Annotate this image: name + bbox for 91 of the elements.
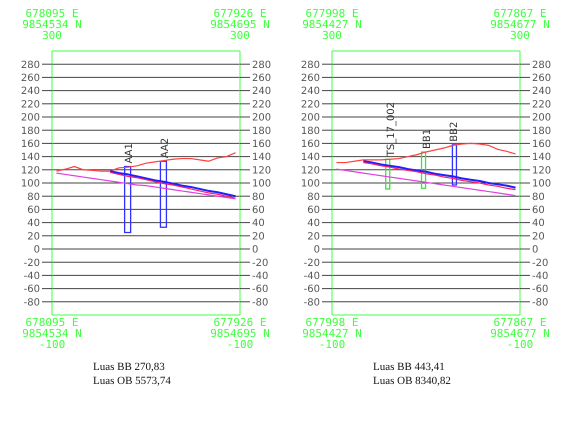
y-tick-label: 200 — [20, 112, 40, 124]
y-tick-label: 160 — [20, 138, 40, 150]
y-tick-label: -20 — [24, 258, 40, 269]
text: 677867 E 9854677 N 300 — [489, 7, 551, 42]
y2-tick-label: 40 — [252, 218, 265, 230]
y-tick-label: 40 — [27, 218, 40, 230]
text: 677926 E 9854695 N 300 — [209, 7, 271, 42]
y2-tick-label: 220 — [532, 99, 552, 110]
text: 678095 E 9854534 N 300 — [21, 7, 83, 42]
y-tick-label: -80 — [304, 297, 320, 308]
y2-tick-label: 160 — [532, 138, 552, 150]
y2-tick-label: 200 — [252, 112, 272, 124]
annotation: BB2 — [448, 122, 460, 142]
y2-tick-label: 240 — [252, 86, 272, 98]
y2-tick-label: -80 — [252, 297, 268, 308]
annotation: AA1 — [124, 143, 136, 164]
y2-tick-label: 60 — [532, 204, 545, 216]
text: Luas BB 270,83 Luas OB 5573,74 — [93, 360, 171, 388]
y2-tick-label: 220 — [252, 99, 272, 110]
y2-tick-label: 0 — [532, 244, 538, 256]
text: 677998 E 9854427 N 300 — [301, 7, 363, 42]
y2-tick-label: 20 — [252, 231, 265, 242]
y2-tick-label: 80 — [252, 192, 265, 203]
y-tick-label: 240 — [300, 86, 320, 98]
y2-tick-label: 160 — [252, 138, 272, 150]
y-tick-label: 180 — [20, 126, 40, 137]
y-tick-label: -80 — [24, 297, 40, 308]
y2-tick-label: 140 — [532, 152, 552, 164]
y-tick-label: 140 — [20, 152, 40, 164]
y2-tick-label: 120 — [252, 165, 272, 176]
y-tick-label: 0 — [314, 244, 320, 256]
y2-tick-label: 80 — [532, 192, 545, 203]
y-tick-label: 220 — [300, 99, 320, 110]
y2-tick-label: -80 — [532, 297, 548, 308]
y2-tick-label: -20 — [532, 258, 548, 269]
y-tick-label: 100 — [20, 178, 40, 190]
y2-tick-label: 60 — [252, 204, 265, 216]
annotation: AA2 — [160, 138, 171, 158]
y-tick-label: 80 — [27, 192, 40, 203]
y-tick-label: 220 — [20, 99, 40, 110]
y-tick-label: 120 — [20, 165, 40, 176]
y-tick-label: 260 — [20, 72, 40, 84]
y2-tick-label: 240 — [532, 86, 552, 98]
y2-tick-label: 180 — [532, 126, 552, 137]
y2-tick-label: 120 — [532, 165, 552, 176]
y-tick-label: 240 — [20, 86, 40, 98]
annotation: BB1 — [422, 128, 433, 149]
y2-tick-label: -60 — [532, 284, 548, 296]
y2-tick-label: -60 — [252, 284, 268, 296]
y-tick-label: 280 — [300, 60, 320, 71]
y-tick-label: 140 — [300, 152, 320, 164]
text: Luas BB 443,41 Luas OB 8340,82 — [373, 360, 451, 388]
y-tick-label: 40 — [307, 218, 320, 230]
y-tick-label: 80 — [307, 192, 320, 203]
y-tick-label: -60 — [24, 284, 40, 296]
y2-tick-label: -20 — [252, 258, 268, 269]
y2-tick-label: -40 — [252, 270, 268, 282]
text: 677926 E 9854695 N -100 — [209, 316, 271, 351]
y-tick-label: 200 — [300, 112, 320, 124]
y2-tick-label: 20 — [532, 231, 545, 242]
y2-tick-label: 140 — [252, 152, 272, 164]
y-tick-label: 280 — [20, 60, 40, 71]
y2-tick-label: 40 — [532, 218, 545, 230]
text: 677867 E 9854677 N -100 — [489, 316, 551, 351]
y2-tick-label: 280 — [252, 60, 272, 71]
y2-tick-label: 100 — [532, 178, 552, 190]
y-tick-label: -20 — [304, 258, 320, 269]
y2-tick-label: 180 — [252, 126, 272, 137]
y-tick-label: 60 — [27, 204, 40, 216]
y2-tick-label: 260 — [532, 72, 552, 84]
y-tick-label: 260 — [300, 72, 320, 84]
y2-tick-label: 0 — [252, 244, 258, 256]
y-tick-label: 0 — [34, 244, 40, 256]
y-tick-label: 160 — [300, 138, 320, 150]
y2-tick-label: -40 — [532, 270, 548, 282]
annotation: TS_17_002 — [386, 102, 398, 158]
y2-tick-label: 260 — [252, 72, 272, 84]
y-tick-label: -60 — [304, 284, 320, 296]
text: 678095 E 9854534 N -100 — [21, 316, 83, 351]
y-tick-label: 20 — [307, 231, 320, 242]
y-tick-label: 120 — [300, 165, 320, 176]
y-tick-label: 180 — [300, 126, 320, 137]
y-tick-label: 100 — [300, 178, 320, 190]
text: 677998 E 9854427 N -100 — [301, 316, 363, 351]
y2-tick-label: 200 — [532, 112, 552, 124]
y2-tick-label: 100 — [252, 178, 272, 190]
y-tick-label: -40 — [24, 270, 40, 282]
y-tick-label: 20 — [27, 231, 40, 242]
y2-tick-label: 280 — [532, 60, 552, 71]
y-tick-label: 60 — [307, 204, 320, 216]
y-tick-label: -40 — [304, 270, 320, 282]
